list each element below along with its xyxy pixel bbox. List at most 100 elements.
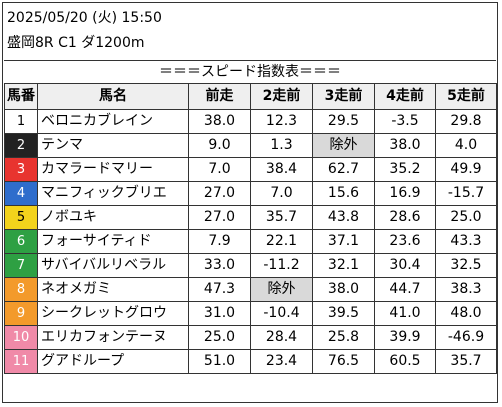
horse-name: カマラードマリー [37,157,189,182]
speed-index-value: 7.9 [188,229,251,254]
speed-index-value: 12.3 [250,109,313,134]
speed-index-value: 41.0 [374,301,436,326]
table-row: 4 マニフィックブリエ 27.0 7.0 15.6 16.9 -15.7 [4,181,497,206]
horse-number: 1 [4,109,38,134]
speed-index-value: -11.2 [250,253,313,278]
horse-number: 8 [4,277,38,302]
speed-index-value: -46.9 [435,325,497,350]
speed-index-value: 38.0 [188,109,251,134]
col-header-5th: 5走前 [435,83,497,110]
speed-index-value: 9.0 [188,133,251,158]
speed-index-value: 除外 [312,133,375,158]
speed-index-value: -10.4 [250,301,313,326]
horse-number: 7 [4,253,38,278]
table-row: 9 シークレットグロウ 31.0 -10.4 39.5 41.0 48.0 [4,301,497,326]
speed-index-value: 38.0 [312,277,375,302]
speed-index-value: 48.0 [435,301,497,326]
speed-index-value: -15.7 [435,181,497,206]
table-row: 5 ノボユキ 27.0 35.7 43.8 28.6 25.0 [4,205,497,230]
speed-index-value: 44.7 [374,277,436,302]
horse-name: テンマ [37,133,189,158]
speed-index-value: 29.8 [435,109,497,134]
speed-index-value: 15.6 [312,181,375,206]
speed-index-value: 76.5 [312,349,375,374]
horse-name: フォーサイティド [37,229,189,254]
table-row: 11 グアドループ 51.0 23.4 76.5 60.5 35.7 [4,349,497,374]
header-row: 馬番 馬名 前走 2走前 3走前 4走前 5走前 [4,83,497,110]
horse-number: 9 [4,301,38,326]
speed-index-value: 35.7 [250,205,313,230]
speed-index-value: 31.0 [188,301,251,326]
speed-index-value: 38.4 [250,157,313,182]
horse-number: 4 [4,181,38,206]
speed-index-value: 23.4 [250,349,313,374]
horse-number: 5 [4,205,38,230]
col-header-number: 馬番 [4,83,38,110]
speed-index-value: 39.9 [374,325,436,350]
speed-index-value: 29.5 [312,109,375,134]
col-header-name: 馬名 [37,83,189,110]
col-header-last: 前走 [188,83,251,110]
speed-index-value: 43.3 [435,229,497,254]
speed-index-value: 25.0 [435,205,497,230]
horse-number: 11 [4,349,38,374]
col-header-2nd: 2走前 [250,83,313,110]
horse-number: 3 [4,157,38,182]
speed-index-value: 1.3 [250,133,313,158]
speed-index-value: 38.3 [435,277,497,302]
speed-index-value: 16.9 [374,181,436,206]
horse-number: 6 [4,229,38,254]
speed-index-value: 28.4 [250,325,313,350]
speed-index-value: -3.5 [374,109,436,134]
speed-index-value: 23.6 [374,229,436,254]
speed-index-value: 60.5 [374,349,436,374]
table-row: 8 ネオメガミ 47.3 除外 38.0 44.7 38.3 [4,277,497,302]
horse-number: 10 [4,325,38,350]
speed-index-value: 7.0 [188,157,251,182]
speed-index-value: 62.7 [312,157,375,182]
table-row: 6 フォーサイティド 7.9 22.1 37.1 23.6 43.3 [4,229,497,254]
table-row: 7 サバイバルリベラル 33.0 -11.2 32.1 30.4 32.5 [4,253,497,278]
race-info: 盛岡8R C1 ダ1200m [7,35,145,51]
horse-name: ネオメガミ [37,277,189,302]
race-datetime: 2025/05/20 (火) 15:50 [7,10,162,26]
horse-name: ノボユキ [37,205,189,230]
speed-index-value: 22.1 [250,229,313,254]
speed-index-value: 30.4 [374,253,436,278]
speed-index-value: 43.8 [312,205,375,230]
horse-name: エリカフォンテーヌ [37,325,189,350]
speed-index-value: 47.3 [188,277,251,302]
table-caption: ＝＝＝スピード指数表＝＝＝ [4,60,496,83]
speed-index-value: 7.0 [250,181,313,206]
horse-name: マニフィックブリエ [37,181,189,206]
speed-index-value: 38.0 [374,133,436,158]
horse-name: サバイバルリベラル [37,253,189,278]
speed-index-value: 27.0 [188,205,251,230]
speed-index-value: 27.0 [188,181,251,206]
speed-index-value: 除外 [250,277,313,302]
horse-number: 2 [4,133,38,158]
col-header-3rd: 3走前 [312,83,375,110]
speed-index-value: 25.8 [312,325,375,350]
horse-name: ベロニカブレイン [37,109,189,134]
table-row: 3 カマラードマリー 7.0 38.4 62.7 35.2 49.9 [4,157,497,182]
horse-name: グアドループ [37,349,189,374]
speed-index-value: 33.0 [188,253,251,278]
speed-index-table: 馬番 馬名 前走 2走前 3走前 4走前 5走前 1 ベロニカブレイン 38.0 12… [4,83,497,374]
speed-index-value: 35.2 [374,157,436,182]
speed-index-value: 51.0 [188,349,251,374]
table-row: 1 ベロニカブレイン 38.0 12.3 29.5 -3.5 29.8 [4,109,497,134]
speed-index-value: 37.1 [312,229,375,254]
speed-index-value: 49.9 [435,157,497,182]
speed-index-value: 32.5 [435,253,497,278]
speed-index-value: 32.1 [312,253,375,278]
horse-name: シークレットグロウ [37,301,189,326]
speed-index-value: 25.0 [188,325,251,350]
table-row: 2 テンマ 9.0 1.3 除外 38.0 4.0 [4,133,497,158]
col-header-4th: 4走前 [374,83,436,110]
speed-index-value: 35.7 [435,349,497,374]
table-row: 10 エリカフォンテーヌ 25.0 28.4 25.8 39.9 -46.9 [4,325,497,350]
speed-index-value: 4.0 [435,133,497,158]
speed-index-panel: 2025/05/20 (火) 15:50 盛岡8R C1 ダ1200m ＝＝＝ス… [2,2,498,403]
speed-index-value: 39.5 [312,301,375,326]
